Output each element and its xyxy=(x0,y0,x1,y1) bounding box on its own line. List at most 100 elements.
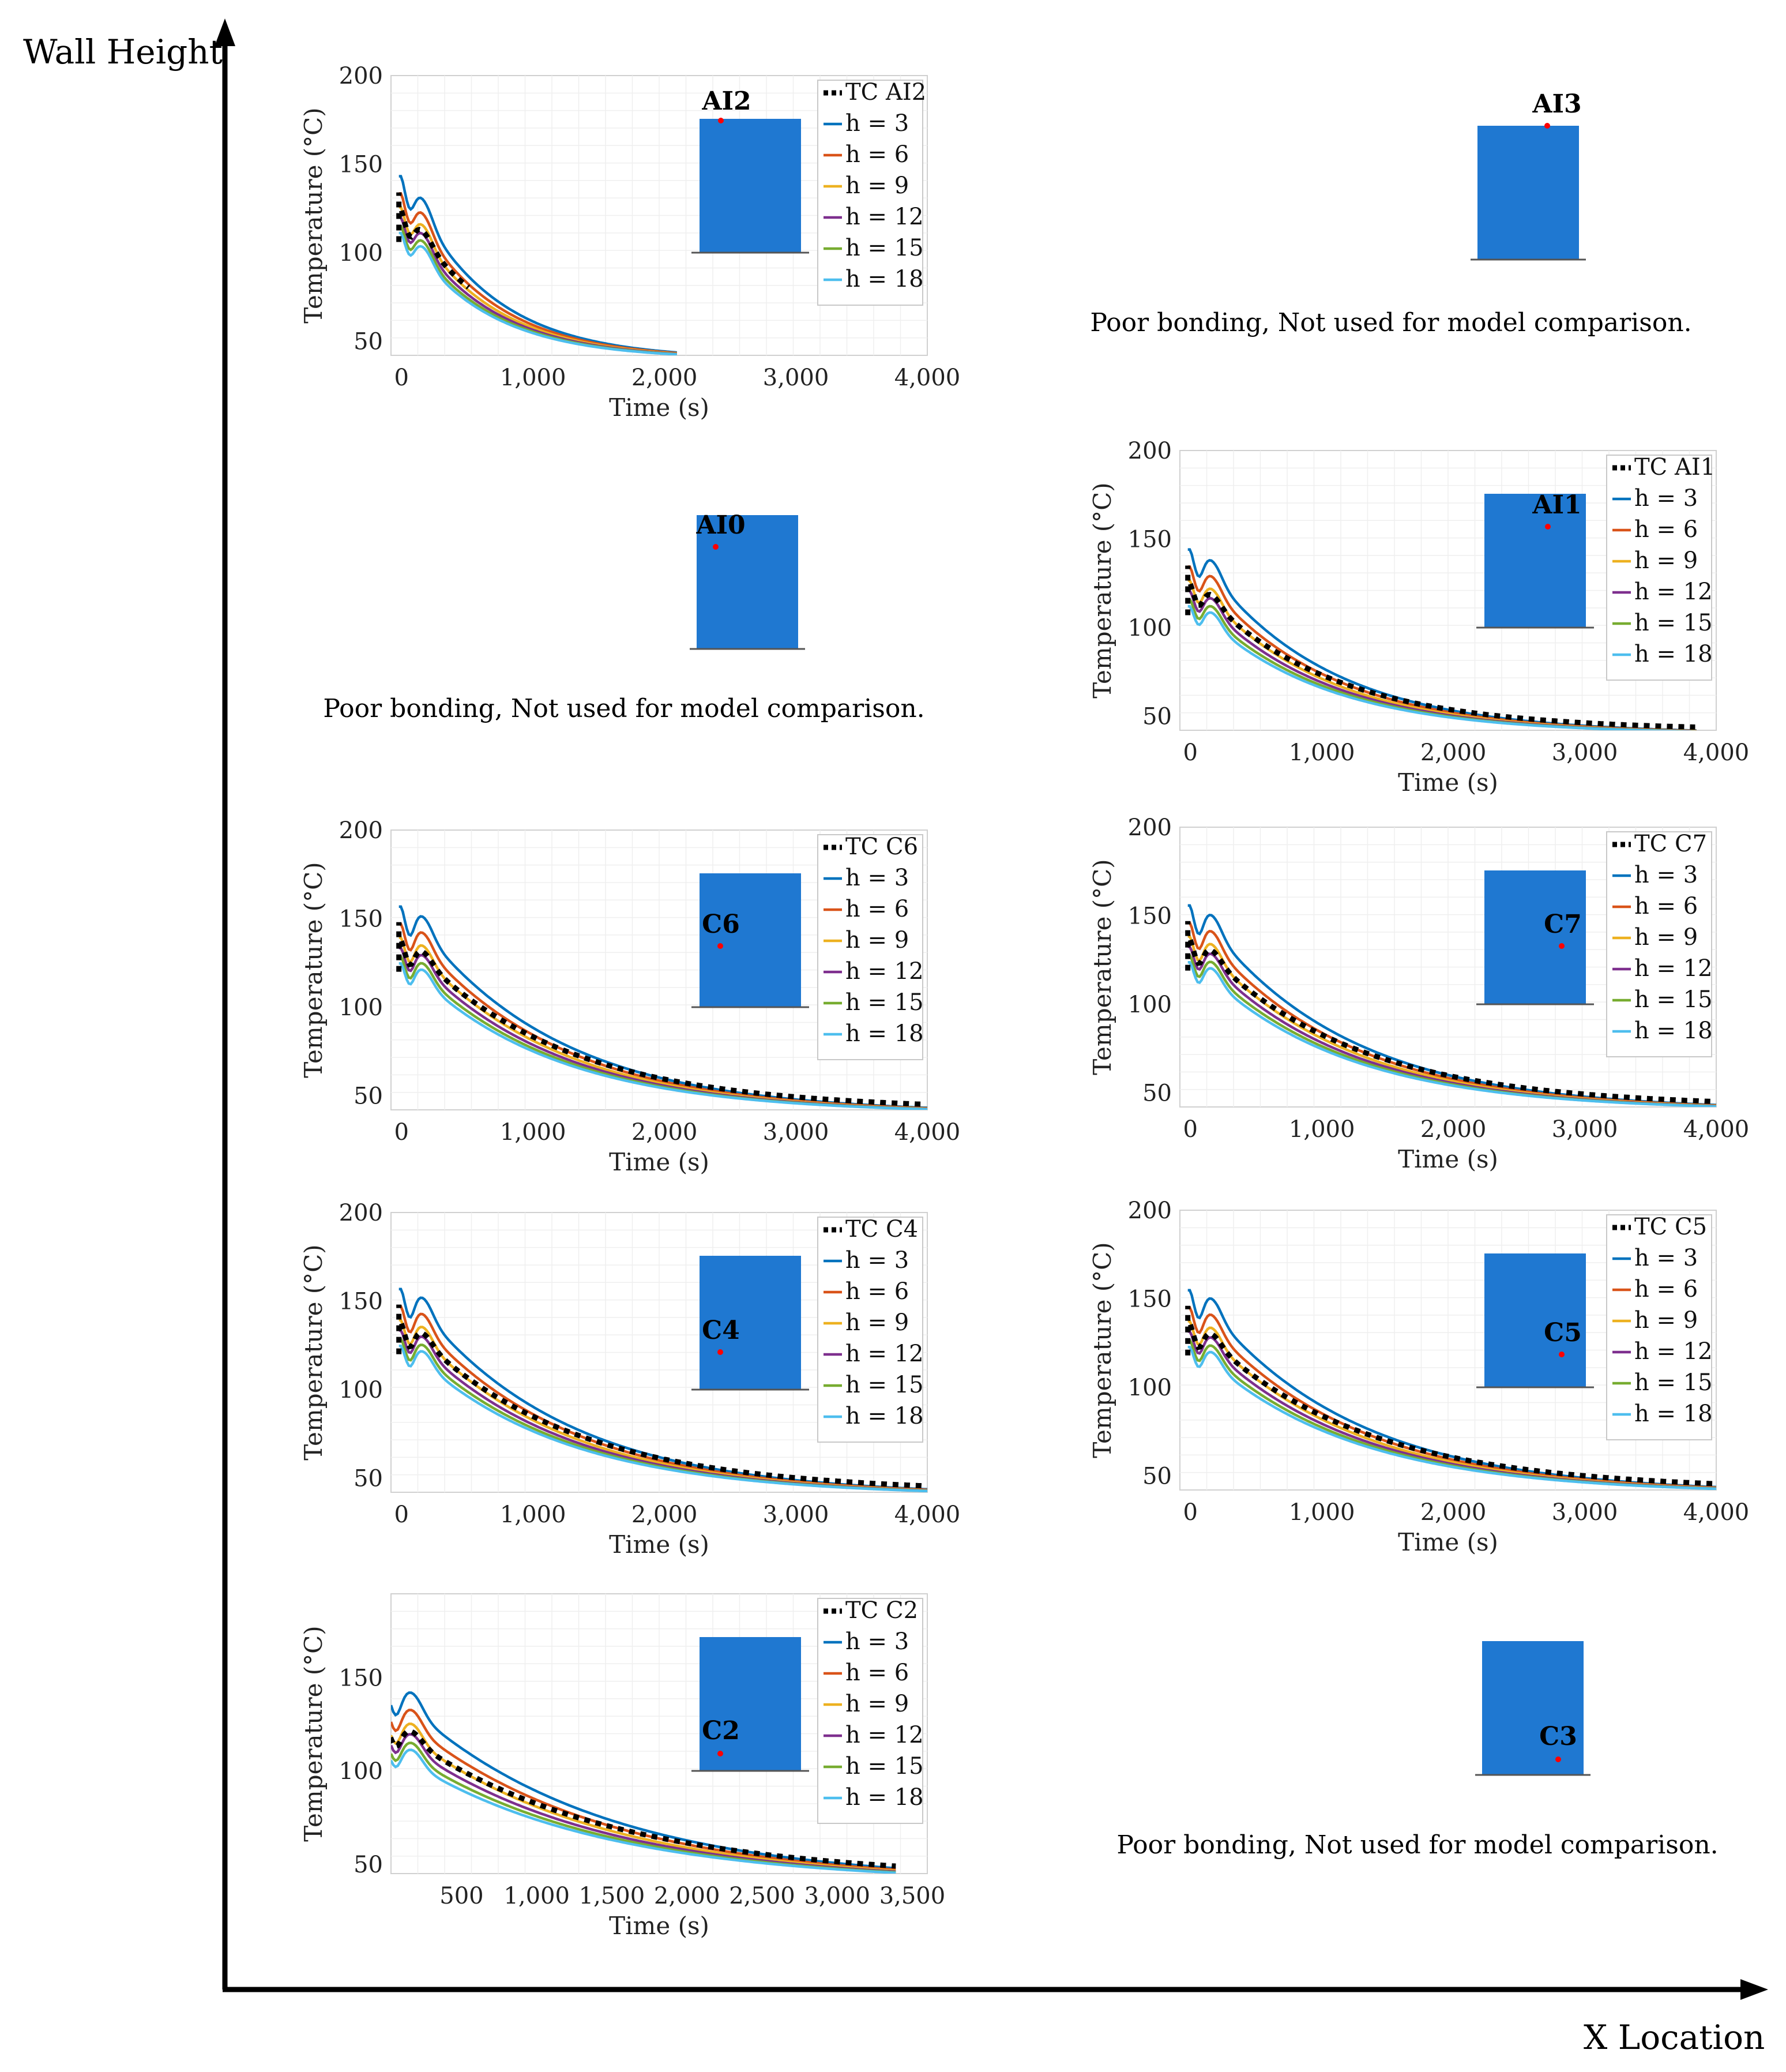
block-ai0-marker xyxy=(713,544,719,550)
x-tick-label: 0 xyxy=(394,365,409,391)
legend-entry-label: h = 18 xyxy=(845,1403,924,1429)
inset-label: C7 xyxy=(1544,910,1582,939)
y-tick-label: 150 xyxy=(1128,1286,1172,1312)
legend-entry-label: h = 3 xyxy=(845,865,909,891)
y-axis-label: Temperature (°C) xyxy=(299,862,328,1078)
y-tick-label: 150 xyxy=(1128,903,1172,929)
inset-marker xyxy=(1545,524,1551,530)
curves xyxy=(396,1288,927,1492)
legend-entry-label: h = 9 xyxy=(1634,547,1698,574)
legend-entry-label: h = 15 xyxy=(1634,986,1713,1013)
x-tick-label: 3,000 xyxy=(763,365,829,391)
y-tick-label: 50 xyxy=(354,328,383,355)
x-tick-label: 500 xyxy=(439,1883,483,1909)
legend-entry-label: h = 12 xyxy=(1634,1338,1713,1365)
inset-marker xyxy=(718,118,724,123)
x-tick-label: 1,500 xyxy=(579,1883,645,1909)
inset-c2: C2 xyxy=(691,1637,809,1772)
inset-label: AI2 xyxy=(701,87,751,116)
y-tick-label: 50 xyxy=(1142,1080,1172,1106)
legend-entry-label: h = 9 xyxy=(845,1309,909,1336)
inset-block xyxy=(700,1637,801,1771)
x-tick-label: 3,000 xyxy=(804,1883,870,1909)
series-line-h18 xyxy=(1187,1346,1716,1490)
y-axis-label: Temperature (°C) xyxy=(1088,482,1116,698)
legend-entry-label: h = 6 xyxy=(845,1278,909,1305)
tc-measured-line xyxy=(1187,583,1695,730)
y-tick-label: 200 xyxy=(1128,1198,1172,1224)
legend-entry-label: h = 9 xyxy=(845,172,909,199)
y-tick-label: 150 xyxy=(339,906,383,932)
x-tick-label: 4,000 xyxy=(894,1502,961,1528)
legend-entry-label: h = 12 xyxy=(845,1341,924,1367)
x-tick-label: 2,000 xyxy=(631,1119,698,1146)
legend: TC C2 h = 3 h = 6 h = 9 h = 12 h = 15 h = 18 xyxy=(817,1597,924,1824)
y-tick-label: 100 xyxy=(1128,615,1172,641)
inset-c7: C7 xyxy=(1476,870,1594,1005)
y-tick-label: 150 xyxy=(1128,526,1172,553)
legend-entry-label: h = 3 xyxy=(845,1247,909,1274)
legend-entry-label: h = 18 xyxy=(1634,1018,1713,1044)
chart-c4: 0 1,000 2,000 3,000 4,000 50 100 150 200 Time (s)… xyxy=(299,1200,960,1559)
legend-entry-label: TC AI2 xyxy=(845,79,926,106)
block-ai3-marker xyxy=(1544,123,1550,129)
legend-entry-label: h = 6 xyxy=(845,141,909,168)
inset-label: C2 xyxy=(702,1716,740,1746)
y-tick-label: 200 xyxy=(339,63,383,89)
inset-label: AI1 xyxy=(1532,490,1581,520)
chart-c6: 0 1,000 2,000 3,000 4,000 50 100 150 200 Time (s)… xyxy=(299,817,960,1176)
legend-entry-label: h = 18 xyxy=(845,1020,924,1047)
tc-measured-line xyxy=(391,1728,896,1869)
block-c3: C3 xyxy=(1475,1641,1591,1776)
note-ai0: Poor bonding, Not used for model compari… xyxy=(323,694,924,723)
x-tick-label: 0 xyxy=(1183,1499,1198,1526)
x-axis-label: Time (s) xyxy=(609,393,709,422)
legend-entry-label: h = 9 xyxy=(845,1691,909,1717)
legend-entry-label: h = 9 xyxy=(1634,1307,1698,1334)
inset-label: C6 xyxy=(702,910,740,939)
inset-block xyxy=(1484,1253,1586,1387)
y-tick-label: 50 xyxy=(354,1083,383,1109)
wall-height-label: Wall Height xyxy=(23,32,223,72)
x-tick-label: 3,000 xyxy=(1552,1116,1618,1143)
legend-entry-label: h = 15 xyxy=(845,989,924,1016)
legend-entry-label: h = 3 xyxy=(845,110,909,137)
x-tick-label: 4,000 xyxy=(1683,1499,1750,1526)
x-axis-label: Time (s) xyxy=(609,1148,709,1176)
legend-entry-label: h = 3 xyxy=(1634,485,1698,512)
y-tick-label: 100 xyxy=(1128,992,1172,1018)
series-line-h18 xyxy=(398,231,677,355)
x-axis-label: Time (s) xyxy=(1398,1528,1498,1556)
x-tick-label: 1,000 xyxy=(1289,1499,1355,1526)
chart-ai2: 0 1,000 2,000 3,000 4,000 50 100 150 200 Time (s)… xyxy=(299,63,960,422)
tc-measured-line xyxy=(1187,939,1715,1105)
x-tick-label: 0 xyxy=(1183,1116,1198,1143)
legend-entry-label: h = 6 xyxy=(845,1660,909,1686)
y-tick-label: 200 xyxy=(1128,814,1172,841)
legend-entry-label: h = 9 xyxy=(845,927,909,954)
y-axis-label: Temperature (°C) xyxy=(299,107,328,323)
legend-entry-label: h = 15 xyxy=(845,235,924,261)
series-line-h18 xyxy=(398,1345,927,1492)
inset-marker xyxy=(717,943,723,949)
x-tick-label: 3,000 xyxy=(1552,740,1618,766)
block-ai0: AI0 xyxy=(690,511,805,650)
y-tick-label: 100 xyxy=(339,1377,383,1403)
x-axis-label: Time (s) xyxy=(1398,1145,1498,1173)
inset-c5: C5 xyxy=(1476,1253,1594,1388)
block-c3-rect xyxy=(1482,1641,1584,1775)
tc-measured-line xyxy=(1187,1324,1715,1487)
curves xyxy=(1185,548,1697,730)
y-tick-label: 150 xyxy=(339,1665,383,1692)
y-tick-label: 100 xyxy=(339,1758,383,1785)
tc-measured-line xyxy=(398,940,926,1107)
x-tick-label: 2,000 xyxy=(631,1502,698,1528)
legend-entry-label: h = 6 xyxy=(1634,1276,1698,1302)
x-tick-label: 3,500 xyxy=(879,1883,946,1909)
block-ai3: AI3 xyxy=(1471,89,1586,261)
legend-entry-label: h = 9 xyxy=(1634,924,1698,951)
legend-entry-label: TC C5 xyxy=(1634,1214,1707,1240)
legend: TC AI1 h = 3 h = 6 h = 9 h = 12 h = 15 h = 18 xyxy=(1606,454,1715,681)
x-tick-label: 3,000 xyxy=(1552,1499,1618,1526)
